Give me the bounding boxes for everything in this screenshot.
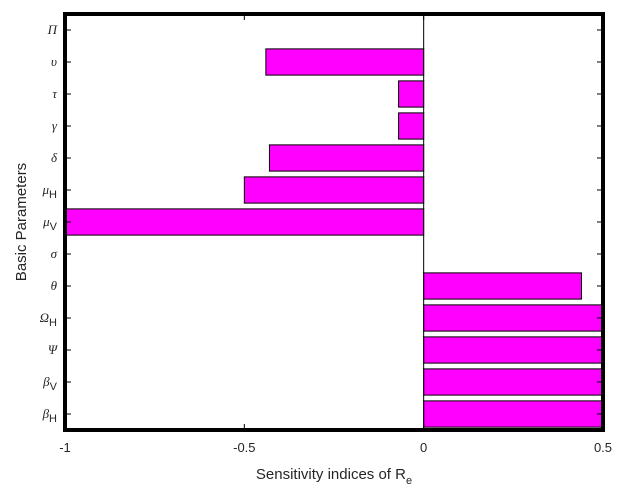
param-symbol: θ — [51, 278, 58, 293]
param-symbol: Ω — [40, 310, 49, 325]
param-symbol: δ — [51, 150, 58, 165]
bar-10 — [423, 336, 604, 364]
bar-1 — [265, 48, 425, 76]
y-tick-label-3: γ — [52, 118, 58, 133]
param-symbol: β — [42, 406, 50, 421]
param-subscript: V — [50, 381, 58, 393]
param-symbol: β — [42, 374, 50, 389]
x-tick-label-0: -1 — [59, 440, 71, 455]
bar-8 — [423, 272, 582, 300]
x-tick-label-2: 0 — [420, 440, 427, 455]
y-tick-label-2: τ — [52, 86, 58, 101]
param-symbol: μ — [42, 214, 50, 229]
y-tick-label-8: θ — [51, 278, 58, 293]
y-tick-label-4: δ — [51, 150, 58, 165]
y-tick-label-9: ΩH — [40, 310, 57, 329]
param-subscript: H — [49, 413, 57, 425]
bars-group — [64, 48, 604, 428]
bar-4 — [268, 144, 425, 172]
x-axis-label-main: Sensitivity indices of R — [256, 466, 406, 483]
param-symbol: Ψ — [48, 342, 59, 357]
y-tick-label-10: Ψ — [48, 342, 59, 357]
param-symbol: μ — [42, 182, 50, 197]
y-tick-label-7: σ — [51, 246, 58, 261]
bar-6 — [64, 208, 425, 236]
x-tick-labels: -1 -0.5 0 0.5 — [59, 440, 612, 455]
x-tick-label-1: -0.5 — [233, 440, 255, 455]
y-tick-label-11: βV — [42, 374, 57, 393]
param-symbol: Π — [47, 22, 59, 37]
y-tick-label-6: μV — [42, 214, 58, 233]
bar-12 — [423, 400, 604, 428]
x-tick-label-3: 0.5 — [594, 440, 612, 455]
param-symbol: γ — [52, 118, 58, 133]
y-tick-label-0: Π — [47, 22, 59, 37]
x-axis-label: Sensitivity indices of Re — [256, 466, 412, 487]
bar-5 — [243, 176, 425, 204]
param-symbol: τ — [52, 86, 58, 101]
y-tick-label-5: μH — [42, 182, 58, 201]
bar-2 — [398, 80, 425, 108]
y-tick-label-1: υ — [51, 54, 57, 69]
bar-9 — [423, 304, 604, 332]
x-axis-label-sub: e — [406, 475, 412, 487]
plot-frame — [63, 12, 605, 432]
bar-3 — [398, 112, 425, 140]
param-subscript: H — [49, 189, 57, 201]
param-subscript: H — [49, 317, 57, 329]
y-axis-label: Basic Parameters — [13, 163, 30, 281]
param-symbol: υ — [51, 54, 57, 69]
bar-11 — [423, 368, 604, 396]
y-tick-label-12: βH — [42, 406, 57, 425]
param-symbol: σ — [51, 246, 58, 261]
param-subscript: V — [50, 221, 58, 233]
